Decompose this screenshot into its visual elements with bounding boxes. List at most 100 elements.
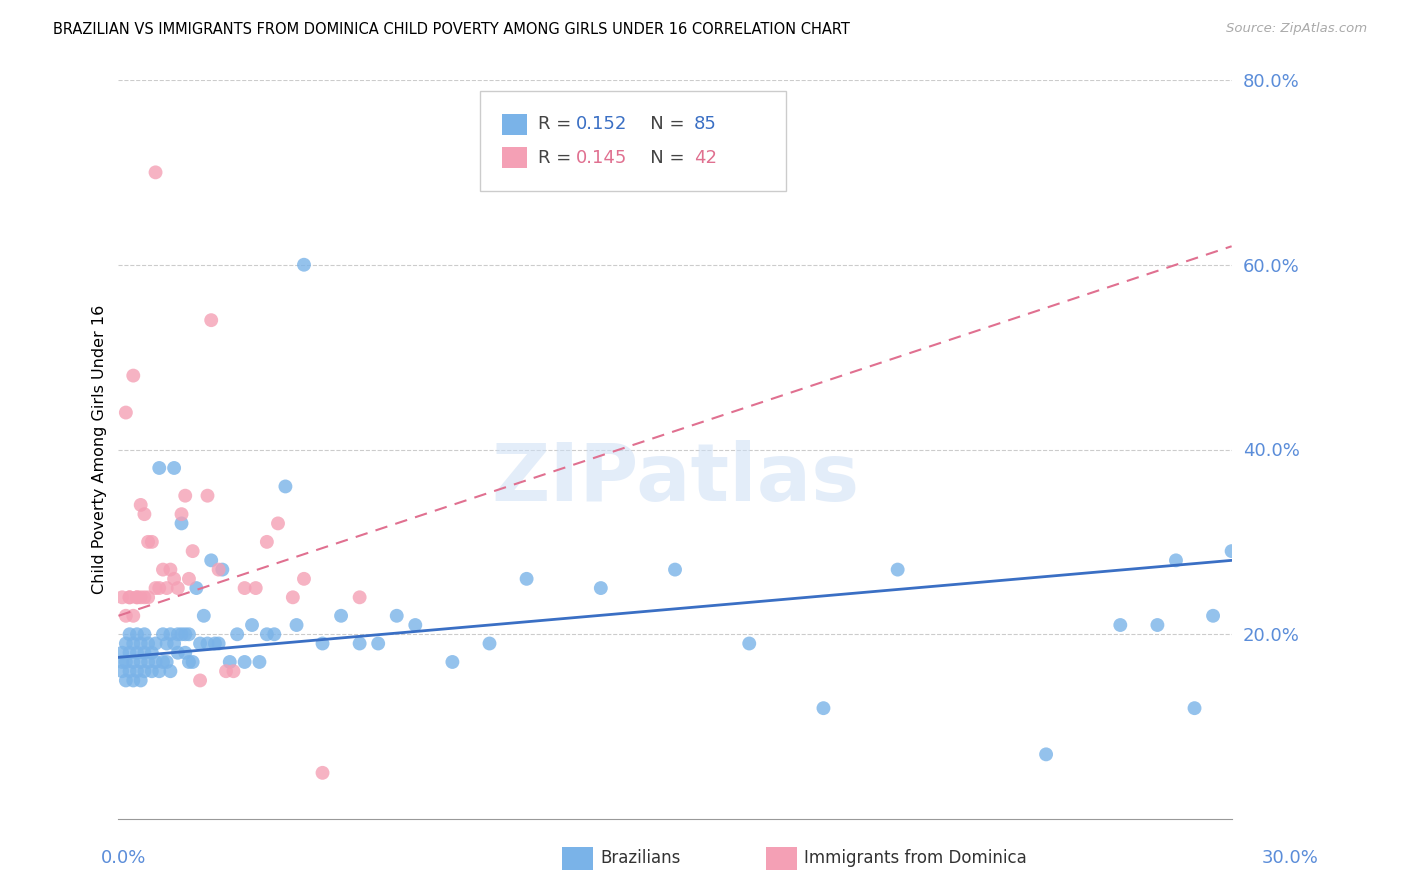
Point xyxy=(111,591,134,605)
Point xyxy=(145,655,167,669)
Point xyxy=(233,655,256,669)
Point xyxy=(589,581,612,595)
Point xyxy=(118,627,141,641)
Text: 0.152: 0.152 xyxy=(576,115,627,133)
FancyBboxPatch shape xyxy=(481,91,786,191)
Point xyxy=(211,563,233,577)
Point xyxy=(385,608,408,623)
Point xyxy=(311,765,333,780)
Point xyxy=(170,507,193,521)
Point xyxy=(115,673,138,688)
Text: 85: 85 xyxy=(695,115,717,133)
Point xyxy=(141,664,163,678)
Point xyxy=(1109,618,1132,632)
Point xyxy=(125,646,148,660)
Point xyxy=(170,627,193,641)
Point xyxy=(886,563,908,577)
Point xyxy=(256,534,278,549)
FancyBboxPatch shape xyxy=(502,147,527,168)
Point xyxy=(122,655,145,669)
Point xyxy=(136,591,159,605)
Point xyxy=(188,673,211,688)
Point xyxy=(174,627,197,641)
Point xyxy=(122,673,145,688)
Point xyxy=(245,581,267,595)
Point xyxy=(136,636,159,650)
Point xyxy=(134,591,156,605)
Point xyxy=(1202,608,1225,623)
Point xyxy=(367,636,389,650)
Point xyxy=(115,655,138,669)
Point xyxy=(177,572,200,586)
Point xyxy=(215,664,238,678)
Point xyxy=(181,655,204,669)
Point xyxy=(285,618,308,632)
Point xyxy=(256,627,278,641)
Point xyxy=(177,655,200,669)
Text: 0.145: 0.145 xyxy=(576,149,627,167)
Point xyxy=(163,636,186,650)
Point xyxy=(148,664,170,678)
Point xyxy=(115,608,138,623)
Point xyxy=(226,627,249,641)
Point xyxy=(129,498,152,512)
Point xyxy=(125,664,148,678)
Point xyxy=(1184,701,1206,715)
Point xyxy=(122,608,145,623)
Text: R =: R = xyxy=(538,149,576,167)
Point xyxy=(118,646,141,660)
Point xyxy=(136,655,159,669)
Point xyxy=(148,581,170,595)
Point xyxy=(186,581,208,595)
Point xyxy=(118,591,141,605)
Point xyxy=(166,581,188,595)
Point xyxy=(111,664,134,678)
Point xyxy=(141,646,163,660)
Point xyxy=(197,489,219,503)
Point xyxy=(222,664,245,678)
Point xyxy=(111,655,134,669)
Point xyxy=(129,673,152,688)
Point xyxy=(1146,618,1168,632)
Point xyxy=(404,618,426,632)
Text: 30.0%: 30.0% xyxy=(1263,849,1319,867)
Point xyxy=(122,368,145,383)
Point xyxy=(129,655,152,669)
Point xyxy=(249,655,271,669)
Point xyxy=(166,627,188,641)
Point xyxy=(170,516,193,531)
Point xyxy=(134,646,156,660)
Point xyxy=(174,646,197,660)
Point xyxy=(1035,747,1057,762)
Text: BRAZILIAN VS IMMIGRANTS FROM DOMINICA CHILD POVERTY AMONG GIRLS UNDER 16 CORRELA: BRAZILIAN VS IMMIGRANTS FROM DOMINICA CH… xyxy=(53,22,851,37)
Point xyxy=(156,655,179,669)
Point xyxy=(188,636,211,650)
Point xyxy=(134,664,156,678)
Point xyxy=(125,591,148,605)
FancyBboxPatch shape xyxy=(502,114,527,135)
Point xyxy=(274,479,297,493)
Text: Source: ZipAtlas.com: Source: ZipAtlas.com xyxy=(1226,22,1367,36)
Point xyxy=(181,544,204,558)
Point xyxy=(159,664,181,678)
Text: N =: N = xyxy=(633,115,690,133)
Text: N =: N = xyxy=(633,149,690,167)
Point xyxy=(145,581,167,595)
Point xyxy=(129,591,152,605)
Point xyxy=(152,655,174,669)
Point xyxy=(263,627,285,641)
Point xyxy=(207,636,229,650)
Point xyxy=(330,608,353,623)
Point xyxy=(664,563,686,577)
Point xyxy=(141,534,163,549)
Point xyxy=(134,627,156,641)
Point xyxy=(129,636,152,650)
Point xyxy=(441,655,464,669)
Text: R =: R = xyxy=(538,115,576,133)
Point xyxy=(207,563,229,577)
Point xyxy=(193,608,215,623)
Point xyxy=(349,591,371,605)
Text: ZIPatlas: ZIPatlas xyxy=(491,440,859,518)
Point xyxy=(159,627,181,641)
Point xyxy=(125,627,148,641)
